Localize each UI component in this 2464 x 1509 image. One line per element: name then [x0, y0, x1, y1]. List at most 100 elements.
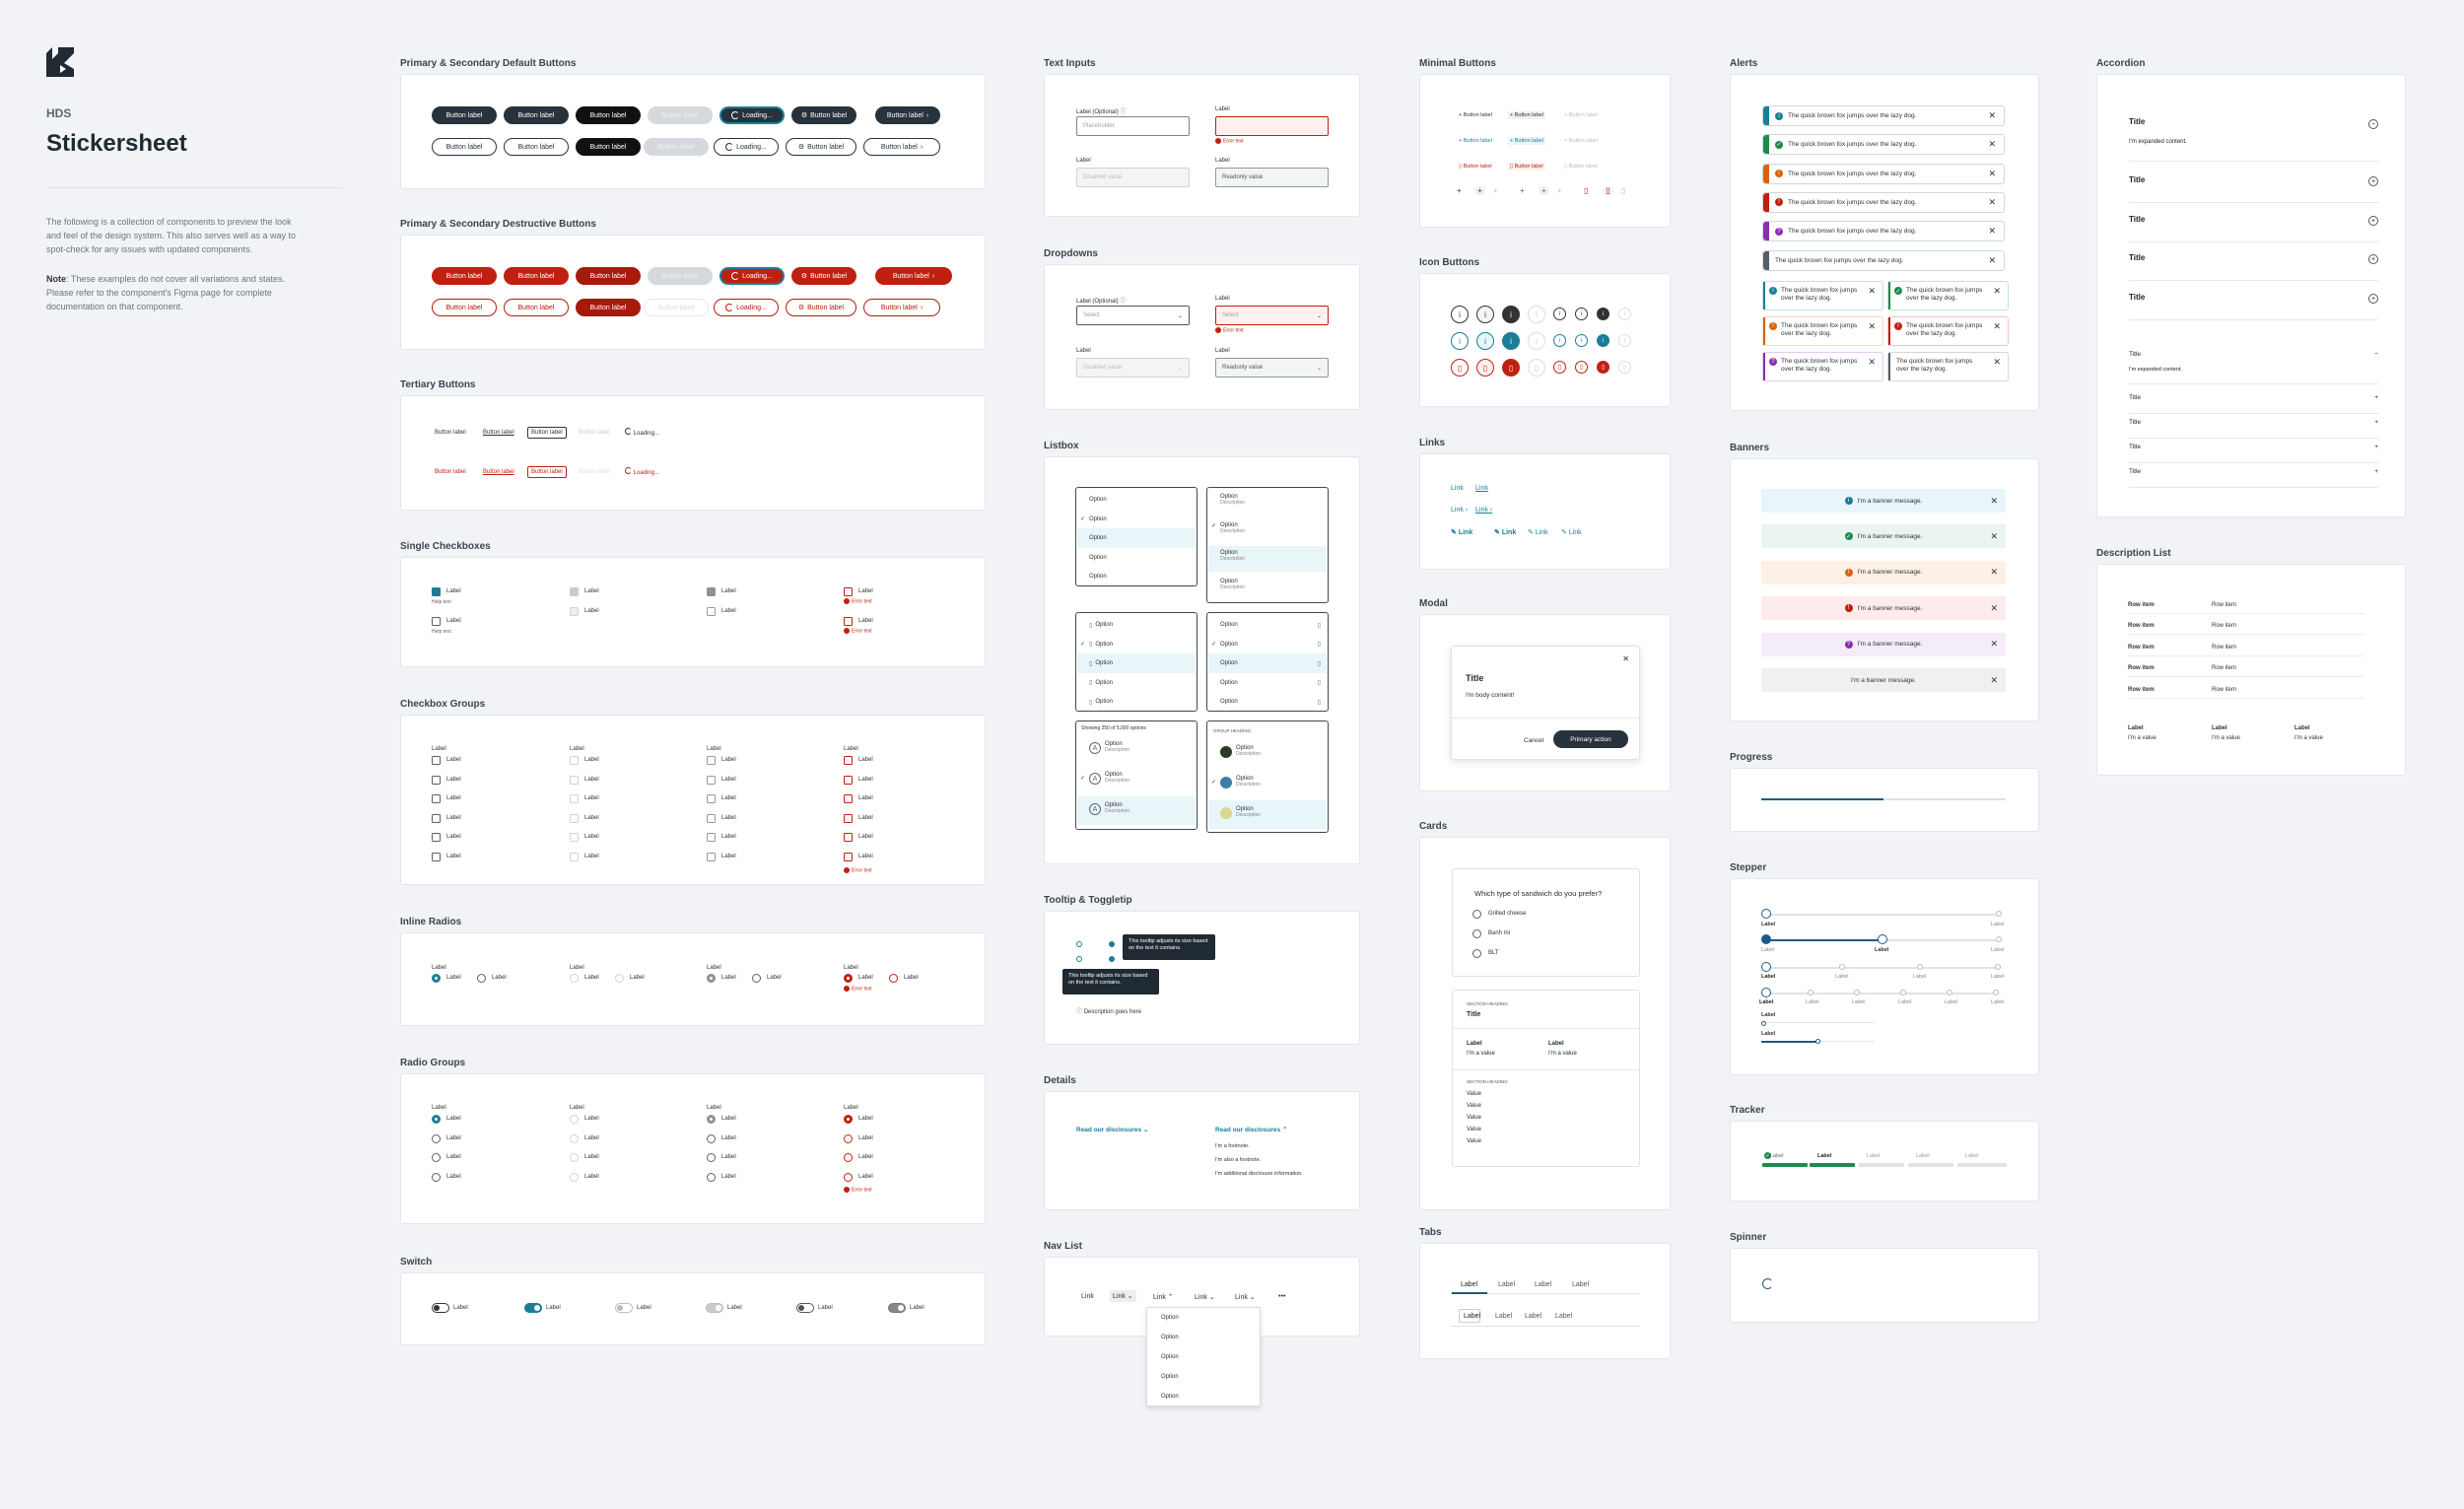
- listbox-option[interactable]: ▯ Option: [1077, 673, 1196, 693]
- info-icon-button[interactable]: i: [1502, 332, 1520, 350]
- minimal-button[interactable]: + Button label: [1457, 137, 1494, 145]
- checkbox[interactable]: [844, 813, 853, 823]
- close-icon[interactable]: ✕: [1988, 110, 1996, 120]
- primary-button-active[interactable]: Button label: [576, 106, 641, 124]
- link[interactable]: Link: [1451, 485, 1464, 492]
- checkbox[interactable]: [844, 833, 853, 843]
- info-icon[interactable]: [1076, 941, 1082, 947]
- primary-button-disabled[interactable]: Button label: [648, 106, 713, 124]
- listbox-option[interactable]: ✓ ▯ Option: [1077, 635, 1196, 654]
- close-icon[interactable]: ✕: [1990, 602, 1998, 613]
- pill-tab[interactable]: Label: [1555, 1313, 1573, 1320]
- info-icon-button[interactable]: i: [1597, 334, 1609, 347]
- radio[interactable]: [432, 1172, 441, 1182]
- stepper-dot[interactable]: [1995, 964, 2001, 970]
- plus-icon[interactable]: +: [1539, 186, 1549, 195]
- listbox-option[interactable]: Option Description: [1208, 546, 1327, 572]
- details-summary-collapsed[interactable]: Read our disclosures ⌄: [1076, 1126, 1148, 1133]
- close-icon[interactable]: ✕: [1988, 226, 1996, 237]
- info-icon-button[interactable]: i: [1575, 334, 1588, 347]
- listbox-option[interactable]: Option Description: [1208, 800, 1327, 829]
- link-with-icon[interactable]: ✎ Link: [1494, 528, 1516, 536]
- close-icon[interactable]: ✕: [1988, 168, 1996, 178]
- listbox-option[interactable]: A Option Description: [1077, 735, 1196, 764]
- secondary-button-loading[interactable]: Loading...: [714, 138, 779, 156]
- cancel-button[interactable]: Cancel: [1524, 737, 1544, 744]
- accordion-item-expanded[interactable]: Title − I'm expanded content.: [2129, 117, 2378, 162]
- primary-button[interactable]: Button label: [432, 106, 497, 124]
- close-icon[interactable]: ✕: [1990, 530, 1998, 541]
- listbox-option[interactable]: Option Description: [1208, 490, 1327, 515]
- radio[interactable]: [570, 1172, 579, 1182]
- switch-toggle[interactable]: [615, 1303, 633, 1313]
- more-icon[interactable]: •••: [1278, 1293, 1286, 1300]
- destructive-secondary-button-disabled[interactable]: Button label: [644, 299, 709, 316]
- info-icon-button[interactable]: i: [1618, 334, 1631, 347]
- destructive-button-hover[interactable]: Button label: [504, 267, 569, 285]
- accordion-item-compact[interactable]: Title +: [2129, 444, 2378, 463]
- radio[interactable]: [432, 1133, 441, 1143]
- listbox-option[interactable]: Option ▯: [1208, 615, 1327, 635]
- info-icon-button[interactable]: i: [1476, 306, 1494, 323]
- tertiary-destructive-button-loading[interactable]: Loading...: [625, 467, 659, 476]
- trash-icon[interactable]: ▯: [1621, 186, 1626, 195]
- listbox-option[interactable]: Option Description: [1208, 575, 1327, 600]
- primary-button-hover[interactable]: Button label: [504, 106, 569, 124]
- destructive-secondary-button-with-icon[interactable]: ⚙ Button label: [786, 299, 856, 316]
- checkbox-error-checked[interactable]: [844, 587, 853, 596]
- switch-toggle[interactable]: [432, 1303, 449, 1313]
- plus-icon[interactable]: +: [1520, 186, 1525, 195]
- stepper-dot[interactable]: [1947, 990, 1952, 995]
- checkbox[interactable]: [432, 794, 441, 804]
- switch-toggle[interactable]: [706, 1303, 723, 1313]
- trash-icon-button[interactable]: ▯: [1553, 361, 1566, 374]
- trash-icon-button[interactable]: ▯: [1597, 361, 1609, 374]
- pill-tab[interactable]: Label: [1495, 1313, 1513, 1320]
- stepper-dot[interactable]: [1996, 936, 2002, 942]
- dropdown-select[interactable]: Select ⌄: [1076, 306, 1190, 325]
- checkbox[interactable]: [707, 853, 716, 861]
- trash-icon-button[interactable]: ▯: [1618, 361, 1631, 374]
- tab[interactable]: Label: [1535, 1281, 1552, 1288]
- close-icon[interactable]: ✕: [1988, 196, 1996, 207]
- switch-toggle[interactable]: [524, 1303, 542, 1313]
- listbox-option[interactable]: ✓ Option Description: [1208, 518, 1327, 544]
- listbox-option[interactable]: Option ▯: [1208, 653, 1327, 674]
- checkbox[interactable]: [707, 833, 716, 843]
- minimal-button[interactable]: + Button label: [1562, 137, 1600, 145]
- listbox-option[interactable]: ▯ Option: [1077, 615, 1196, 635]
- minimal-button[interactable]: + Button label: [1508, 111, 1545, 119]
- stepper-dot-active[interactable]: [1878, 934, 1887, 944]
- info-icon-button[interactable]: i: [1597, 308, 1609, 320]
- destructive-secondary-button[interactable]: Button label: [432, 299, 497, 316]
- link-external-hover[interactable]: Link ›: [1475, 507, 1492, 514]
- close-icon[interactable]: ✕: [1988, 139, 1996, 150]
- destructive-secondary-button-active[interactable]: Button label: [576, 299, 641, 316]
- listbox-option[interactable]: Option: [1077, 548, 1196, 568]
- close-icon[interactable]: ✕: [1990, 495, 1998, 506]
- dropdown-select-disabled[interactable]: Disabled value ⌄: [1076, 358, 1190, 377]
- tertiary-destructive-button-hover[interactable]: Button label: [483, 469, 514, 475]
- secondary-button-with-icon[interactable]: ⚙ Button label: [786, 138, 856, 156]
- accordion-item[interactable]: Title +: [2129, 293, 2378, 320]
- radio[interactable]: [615, 974, 624, 983]
- primary-button-chevron[interactable]: Button label ›: [875, 106, 940, 124]
- destructive-secondary-button-hover[interactable]: Button label: [504, 299, 569, 316]
- info-icon-button[interactable]: i: [1451, 332, 1469, 350]
- radio-selected[interactable]: [707, 974, 716, 983]
- listbox-option[interactable]: Option Description: [1208, 739, 1327, 768]
- primary-button-with-icon[interactable]: ⚙ Button label: [791, 106, 856, 124]
- radio[interactable]: [570, 1133, 579, 1143]
- accordion-item-compact-expanded[interactable]: Title − I'm expanded content.: [2129, 351, 2378, 384]
- tab-active[interactable]: Label: [1461, 1281, 1478, 1288]
- radio[interactable]: [477, 974, 486, 983]
- radio[interactable]: [707, 1172, 716, 1182]
- destructive-button-loading[interactable]: Loading...: [719, 267, 785, 285]
- switch-toggle[interactable]: [888, 1303, 906, 1313]
- text-input[interactable]: Placeholder: [1076, 116, 1190, 136]
- trash-icon-button[interactable]: ▯: [1502, 359, 1520, 377]
- radio[interactable]: [1472, 910, 1481, 919]
- checkbox[interactable]: [570, 833, 579, 843]
- radio[interactable]: [844, 1133, 853, 1143]
- primary-button-loading[interactable]: Loading...: [719, 106, 785, 124]
